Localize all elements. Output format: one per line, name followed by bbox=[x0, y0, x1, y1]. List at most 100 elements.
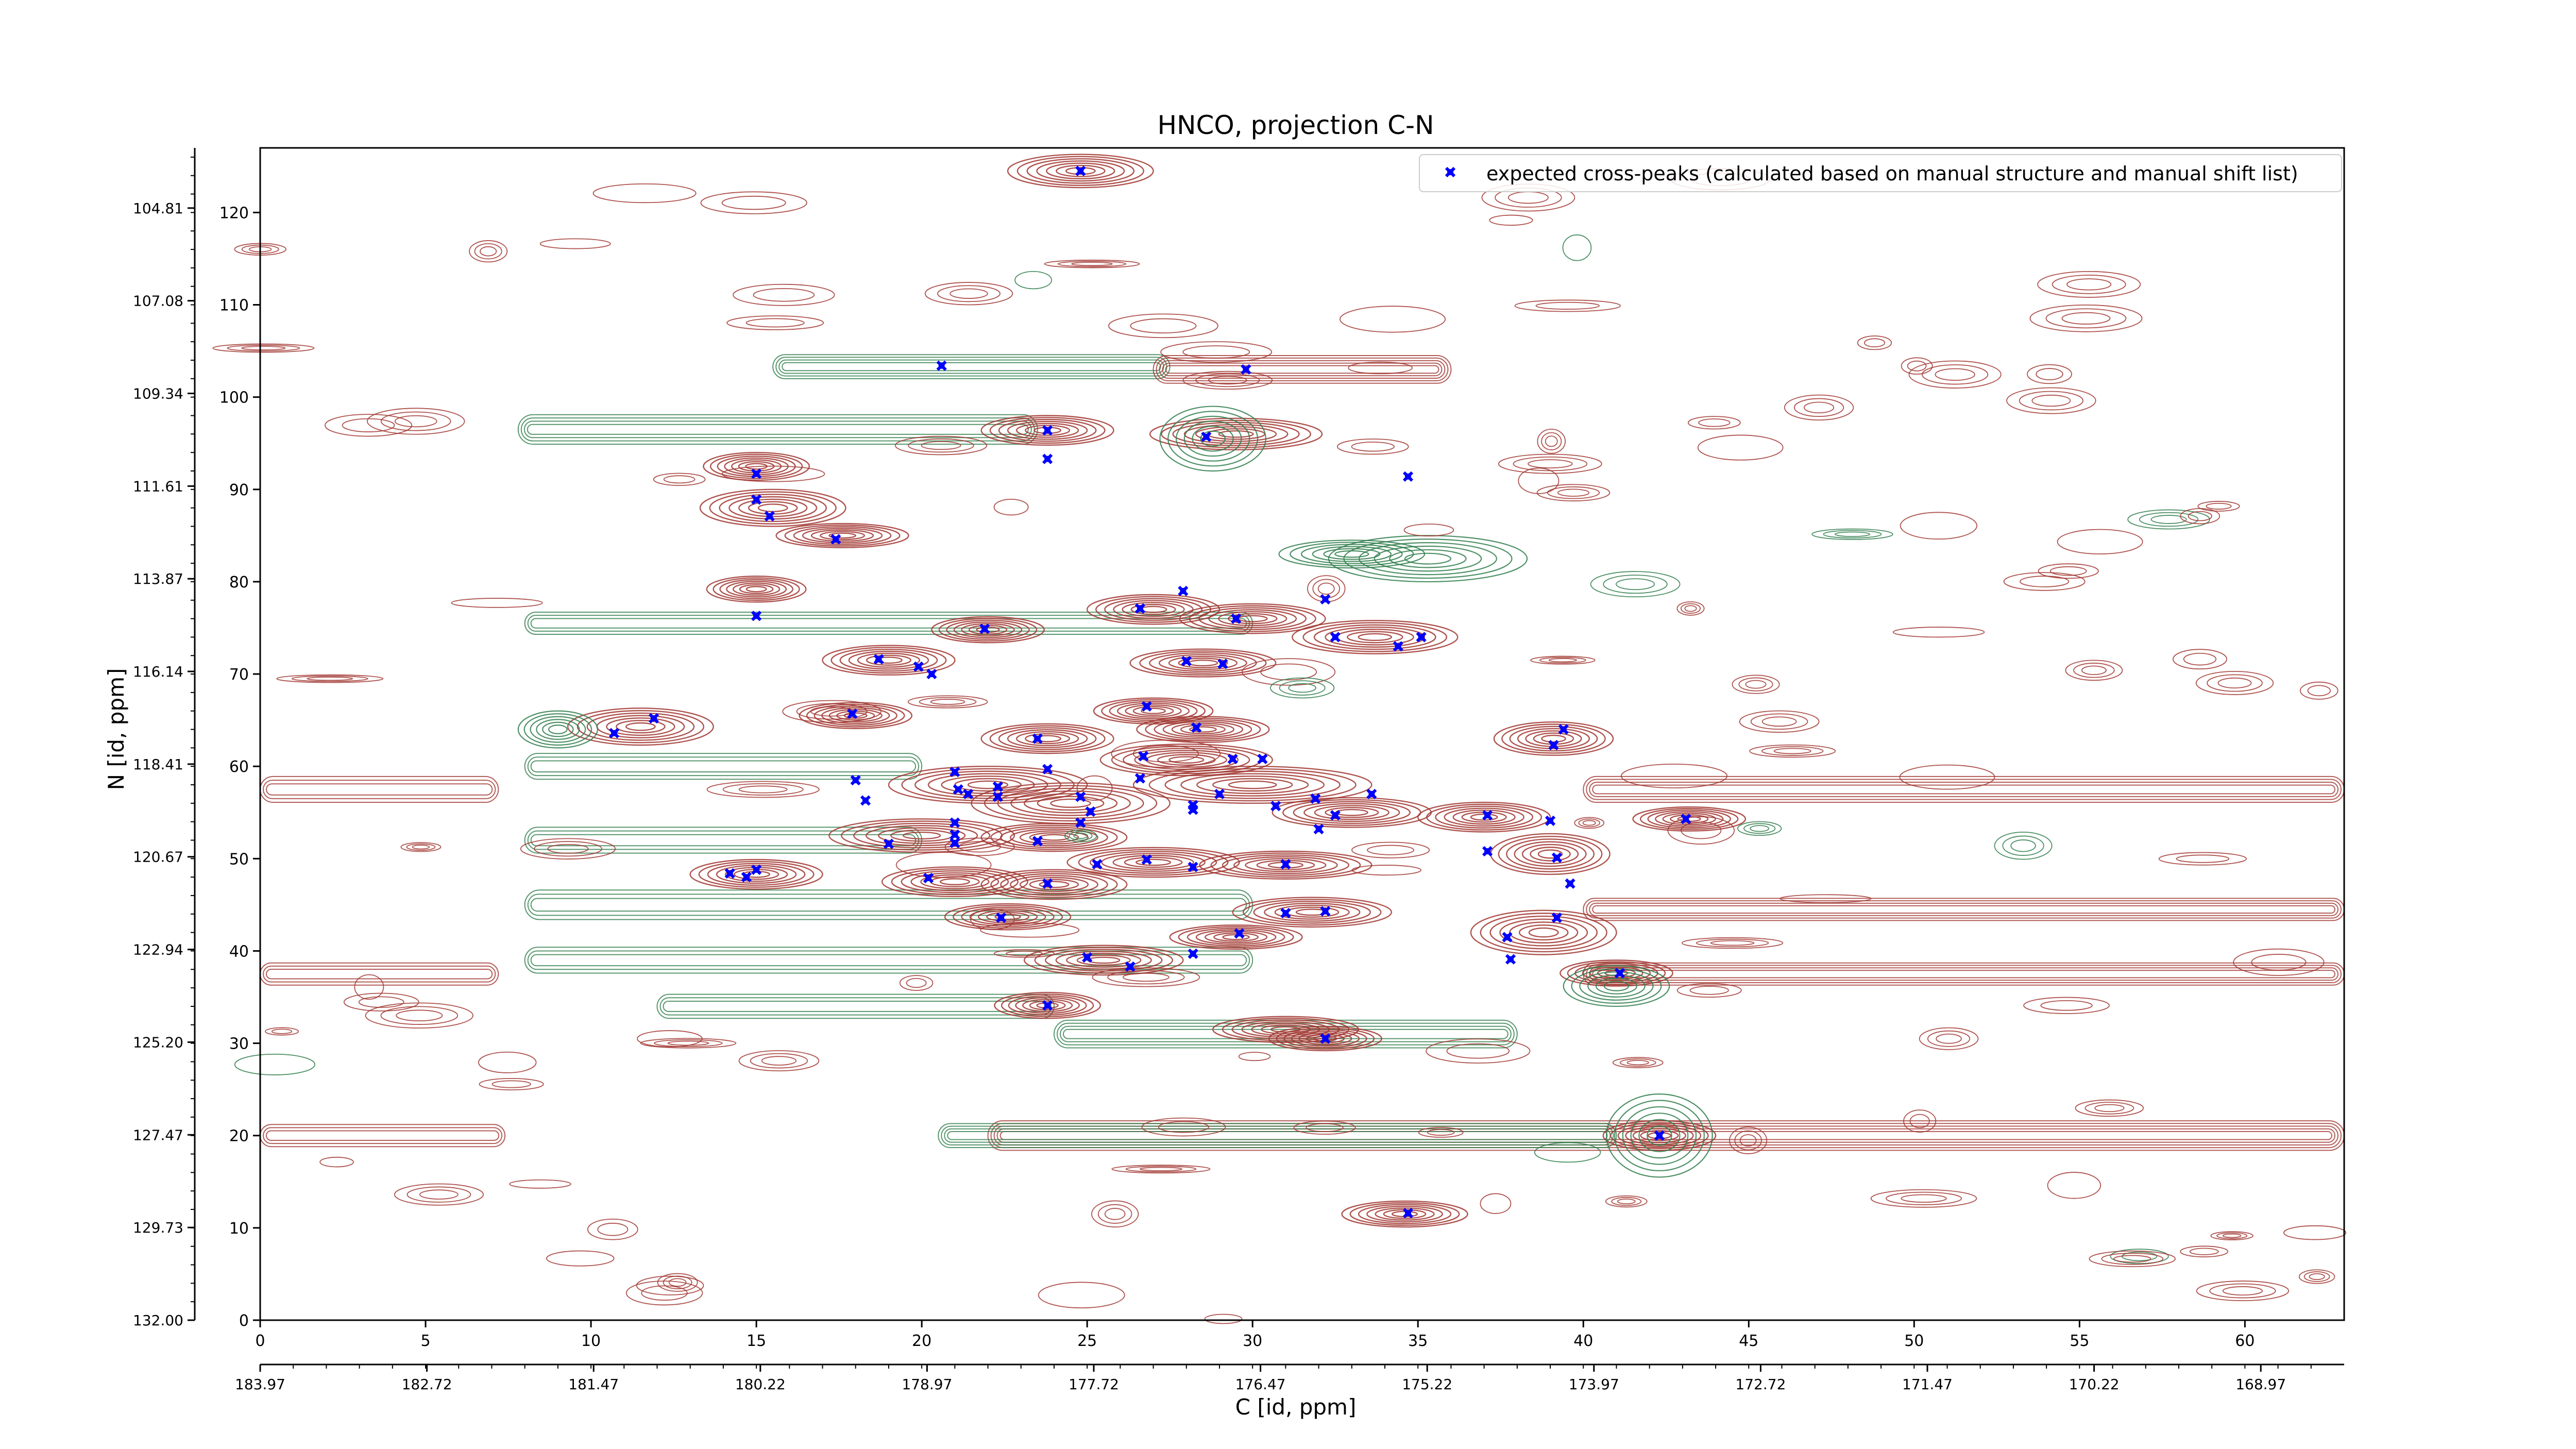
contour-ring bbox=[1603, 981, 1630, 991]
contour-ring bbox=[2197, 501, 2240, 512]
contour-ring bbox=[1158, 654, 1247, 672]
contour-ring bbox=[1493, 721, 1614, 756]
marker-dot bbox=[1312, 795, 1319, 802]
contour-ring bbox=[1444, 807, 1524, 827]
contour-ring bbox=[894, 435, 988, 456]
contour-ring bbox=[950, 288, 988, 299]
contour-ring bbox=[810, 529, 874, 542]
marker-dot bbox=[994, 794, 1001, 800]
contour-ring bbox=[888, 765, 1088, 804]
x2-tick-label: 170.22 bbox=[2069, 1376, 2120, 1393]
contour-ring bbox=[1245, 858, 1327, 872]
contour-ring bbox=[2206, 502, 2232, 510]
cross-peak-marker bbox=[1075, 165, 1086, 176]
contour-ring bbox=[1182, 345, 1250, 359]
cross-peak-marker bbox=[979, 624, 990, 634]
contour-ring bbox=[1111, 739, 1221, 768]
cross-peak-marker bbox=[1558, 724, 1569, 735]
contour-ring bbox=[1349, 1202, 1460, 1226]
contour-ring bbox=[706, 781, 820, 798]
contour-ring bbox=[1337, 439, 1409, 455]
contour-ring bbox=[1530, 847, 1571, 862]
contour-ring bbox=[2002, 835, 2044, 856]
y-tick-label: 50 bbox=[229, 850, 249, 868]
contour-ring bbox=[1069, 831, 1093, 841]
cross-peak-marker bbox=[1320, 594, 1331, 605]
contour-ring bbox=[636, 1275, 704, 1295]
contour-ring bbox=[866, 654, 911, 666]
cross-peak-marker bbox=[962, 788, 974, 800]
contour-ring bbox=[920, 874, 990, 889]
contour-ring bbox=[2038, 563, 2099, 579]
contour-ring bbox=[2010, 839, 2036, 852]
contour-ring bbox=[1183, 420, 1242, 457]
contour-ring bbox=[394, 1183, 484, 1206]
cross-peak-marker bbox=[883, 838, 894, 849]
contour-ring bbox=[1366, 1205, 1443, 1223]
contour-ring bbox=[597, 1222, 629, 1236]
contour-ring bbox=[234, 1053, 316, 1075]
contour-ring bbox=[1065, 167, 1096, 175]
marker-dot bbox=[1507, 956, 1514, 963]
contour-ring bbox=[1589, 966, 1643, 980]
marker-dot bbox=[965, 790, 972, 797]
y-tick-label: 20 bbox=[229, 1127, 249, 1145]
marker-dot bbox=[743, 874, 750, 881]
contour-ring bbox=[1684, 605, 1697, 612]
marker-dot bbox=[1190, 864, 1196, 870]
cross-peak-marker bbox=[751, 468, 762, 479]
contour-ring bbox=[1303, 803, 1400, 822]
marker-dot bbox=[1404, 1210, 1411, 1217]
contour-ring bbox=[1015, 997, 1080, 1014]
contour-ring bbox=[895, 852, 992, 878]
contour-ring bbox=[1647, 1125, 1672, 1146]
contour-ring bbox=[1548, 658, 1578, 663]
secondary-y-axis: 132.00 129.73 127.47 125.20 122.94 120.67 118.… bbox=[133, 148, 196, 1329]
contour-ring bbox=[1750, 713, 1808, 730]
marker-dot bbox=[1219, 661, 1226, 667]
contour-ring bbox=[970, 908, 1015, 930]
contour-ring bbox=[1612, 1057, 1664, 1068]
contour-ring bbox=[732, 582, 781, 596]
contour-band bbox=[263, 1127, 503, 1144]
contour-band bbox=[266, 1130, 500, 1141]
contour-ring bbox=[265, 1027, 299, 1036]
contour-ring bbox=[1313, 624, 1436, 650]
cross-peak-marker bbox=[724, 868, 735, 879]
contour-ring bbox=[1261, 1024, 1311, 1035]
cross-peak-marker bbox=[1217, 659, 1228, 669]
contour-ring bbox=[984, 785, 1158, 822]
cross-peak-marker bbox=[1330, 632, 1341, 643]
contour-ring bbox=[1793, 398, 1844, 417]
contour-ring bbox=[548, 724, 568, 734]
marker-dot bbox=[1243, 366, 1249, 373]
contour-ring bbox=[1196, 776, 1309, 794]
contour-band bbox=[1153, 355, 1452, 384]
marker-dot bbox=[1077, 167, 1084, 174]
legend-box bbox=[1419, 154, 2342, 192]
marker-dot bbox=[862, 797, 869, 804]
y2-tick-label: 113.87 bbox=[133, 570, 183, 587]
contour-ring bbox=[319, 1156, 354, 1168]
contour-ring bbox=[1738, 677, 1773, 692]
marker-dot bbox=[1259, 755, 1266, 762]
contour-ring bbox=[719, 579, 793, 599]
contour-ring bbox=[1158, 1121, 1209, 1133]
cross-peak-marker bbox=[850, 774, 861, 786]
contour-ring bbox=[1283, 1029, 1367, 1048]
contour-ring bbox=[924, 282, 1013, 306]
contour-ring bbox=[1089, 851, 1217, 874]
contour-ring bbox=[1687, 416, 1741, 430]
contour-ring bbox=[937, 285, 1001, 302]
contour-ring bbox=[1025, 425, 1071, 436]
contour-ring bbox=[1605, 1195, 1648, 1208]
contour-ring bbox=[1595, 978, 1638, 995]
contour-ring bbox=[396, 1009, 443, 1022]
marker-dot bbox=[1447, 169, 1453, 175]
contour-ring bbox=[1498, 836, 1603, 872]
contour-ring bbox=[716, 865, 797, 884]
contour-ring bbox=[517, 710, 599, 749]
cross-peak-marker bbox=[1482, 810, 1493, 821]
y2-tick-label: 118.41 bbox=[133, 756, 183, 773]
contour-ring bbox=[953, 621, 1023, 638]
